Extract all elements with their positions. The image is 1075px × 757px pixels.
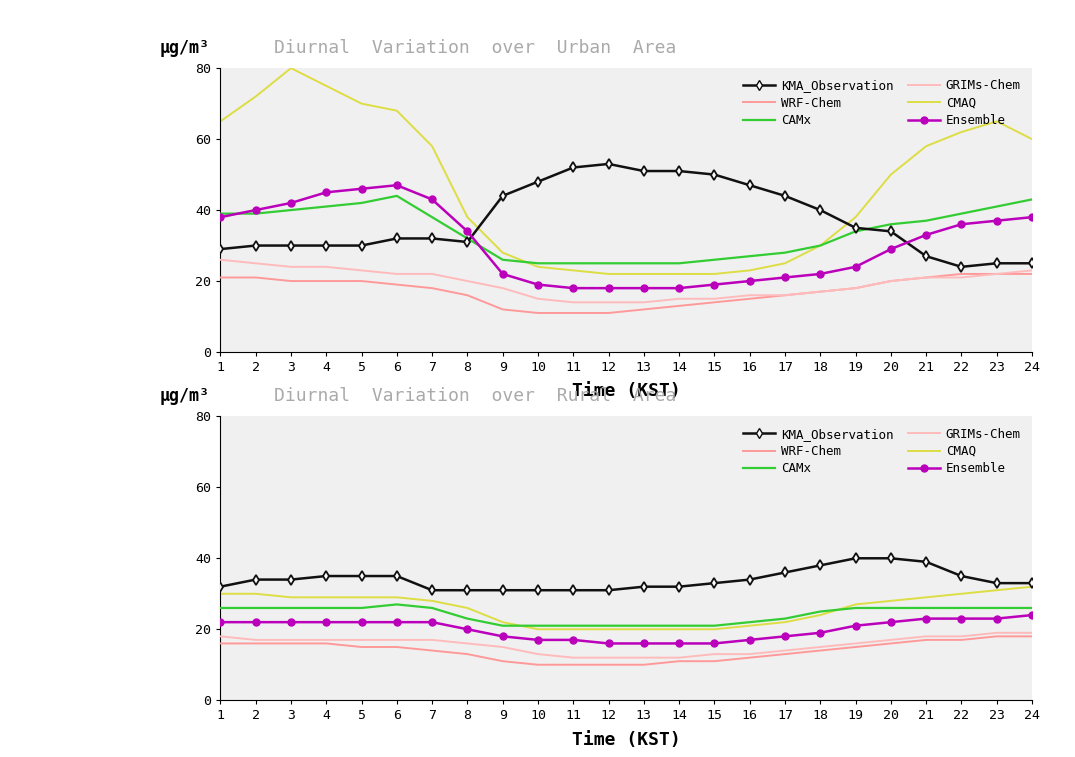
- Text: Diurnal  Variation  over  Rural  Area: Diurnal Variation over Rural Area: [274, 387, 676, 405]
- Text: μg/m³: μg/m³: [159, 387, 210, 405]
- X-axis label: Time (KST): Time (KST): [572, 382, 680, 400]
- Text: μg/m³: μg/m³: [159, 39, 210, 57]
- X-axis label: Time (KST): Time (KST): [572, 731, 680, 749]
- Text: Diurnal  Variation  over  Urban  Area: Diurnal Variation over Urban Area: [274, 39, 676, 57]
- Legend: KMA_Observation, WRF-Chem, CAMx, GRIMs-Chem, CMAQ, Ensemble: KMA_Observation, WRF-Chem, CAMx, GRIMs-C…: [739, 422, 1026, 481]
- Legend: KMA_Observation, WRF-Chem, CAMx, GRIMs-Chem, CMAQ, Ensemble: KMA_Observation, WRF-Chem, CAMx, GRIMs-C…: [739, 74, 1026, 132]
